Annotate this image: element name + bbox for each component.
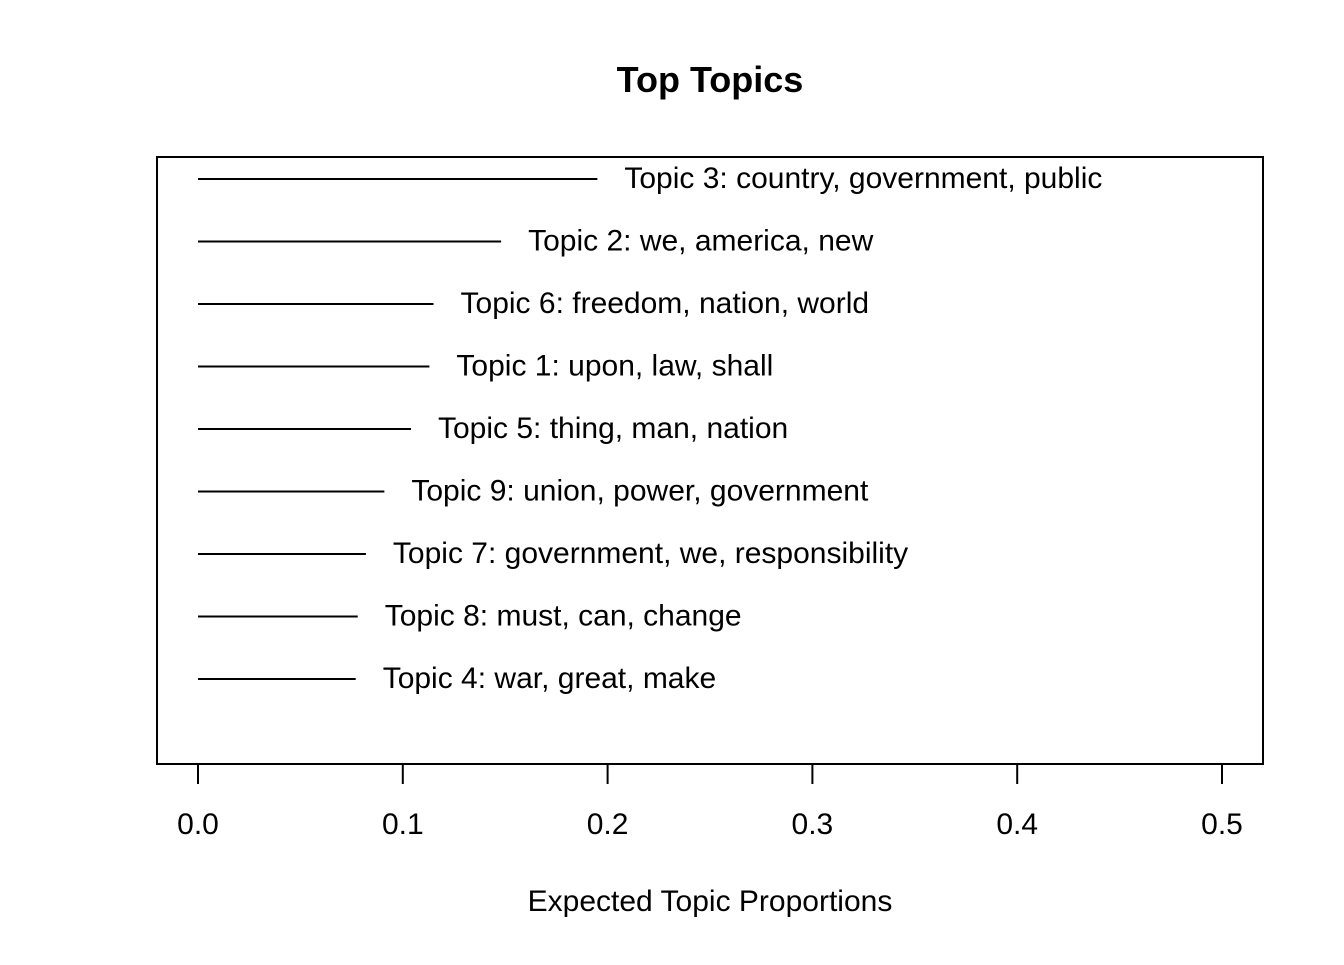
topic-labels: Topic 3: country, government, public Topi… [383,162,1103,695]
topic-label: Topic 7: government, we, responsibility [393,537,908,570]
x-tick-label: 0.3 [792,808,834,841]
chart-title: Top Topics [617,59,804,100]
x-tick-label: 0.1 [382,808,424,841]
x-tick-label: 0.5 [1201,808,1243,841]
topic-label: Topic 2: we, america, new [528,225,873,258]
x-axis-label: Expected Topic Proportions [528,885,893,918]
topic-label: Topic 6: freedom, nation, world [461,287,870,320]
x-axis: 0.0 0.1 0.2 0.3 0.4 0.5 [177,763,1243,841]
x-tick-label: 0.4 [996,808,1038,841]
topic-label: Topic 1: upon, law, shall [456,350,773,383]
topic-label: Topic 3: country, government, public [624,162,1102,195]
x-tick-label: 0.0 [177,808,219,841]
topic-label: Topic 9: union, power, government [411,475,869,508]
x-tick-label: 0.2 [587,808,629,841]
topic-label: Topic 5: thing, man, nation [438,412,788,445]
topic-lines [198,178,598,680]
topic-label: Topic 8: must, can, change [385,600,742,633]
topic-label: Topic 4: war, great, make [383,662,717,695]
